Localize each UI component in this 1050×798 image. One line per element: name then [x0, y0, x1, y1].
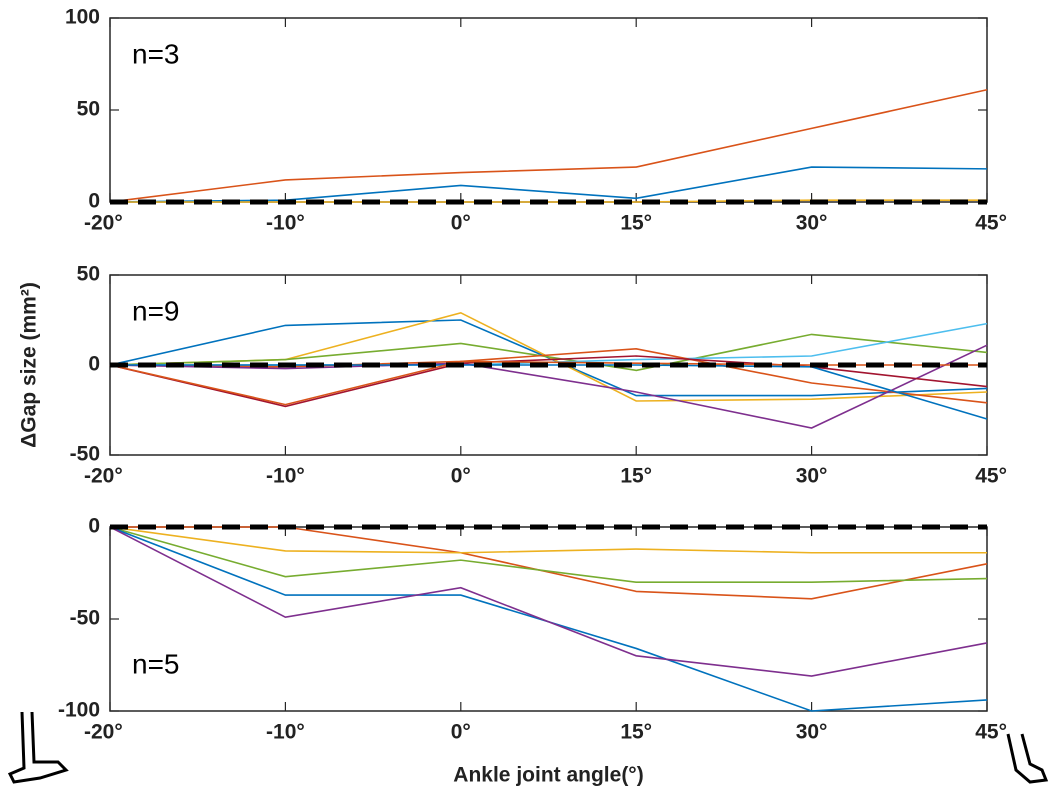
- x-tick-label: 45°: [975, 721, 1007, 744]
- x-tick-label: -10°: [266, 465, 305, 488]
- x-tick-label: 30°: [796, 212, 828, 235]
- x-tick-label: -10°: [266, 721, 305, 744]
- series-line: [109, 526, 988, 677]
- annotation: n=3: [132, 38, 180, 69]
- x-tick-label: 15°: [620, 721, 652, 744]
- series-line: [109, 355, 988, 408]
- x-tick-label: 30°: [796, 465, 828, 488]
- x-tick-label: 0°: [451, 465, 471, 488]
- plot-area: [109, 526, 988, 712]
- foot-icon-right: [1006, 733, 1049, 784]
- x-tick-label: 0°: [451, 721, 471, 744]
- series-line: [109, 319, 988, 397]
- x-tick-label: -10°: [266, 212, 305, 235]
- y-tick-label: 0: [88, 190, 100, 213]
- y-tick-label: 0: [88, 515, 100, 538]
- x-tick-label: 15°: [620, 212, 652, 235]
- y-axis-label: ΔGap size (mm²): [18, 282, 41, 448]
- series-line: [109, 88, 988, 203]
- x-tick-label: 45°: [975, 212, 1007, 235]
- series-line: [109, 344, 988, 429]
- x-tick-label: 45°: [975, 465, 1007, 488]
- series-line: [109, 526, 987, 554]
- x-tick-label: 15°: [620, 465, 652, 488]
- foot-icon-left: [7, 711, 69, 784]
- y-tick-label: -50: [70, 607, 100, 630]
- y-tick-label: 50: [77, 263, 100, 286]
- series-line: [109, 526, 988, 583]
- x-tick-label: 30°: [796, 721, 828, 744]
- y-tick-label: -100: [58, 699, 100, 722]
- y-tick-label: 0: [88, 353, 100, 376]
- y-tick-label: 100: [65, 6, 100, 29]
- annotation: n=5: [132, 648, 180, 679]
- y-tick-label: 50: [77, 98, 100, 121]
- x-tick-label: -20°: [84, 212, 123, 235]
- annotation: n=9: [132, 295, 180, 326]
- x-tick-label: -20°: [84, 465, 123, 488]
- x-axis-label: Ankle joint angle(°): [453, 764, 643, 787]
- y-tick-label: -50: [70, 443, 100, 466]
- series-line: [109, 333, 988, 372]
- x-tick-label: -20°: [84, 721, 123, 744]
- plot-area: [109, 17, 988, 203]
- x-tick-label: 0°: [451, 212, 471, 235]
